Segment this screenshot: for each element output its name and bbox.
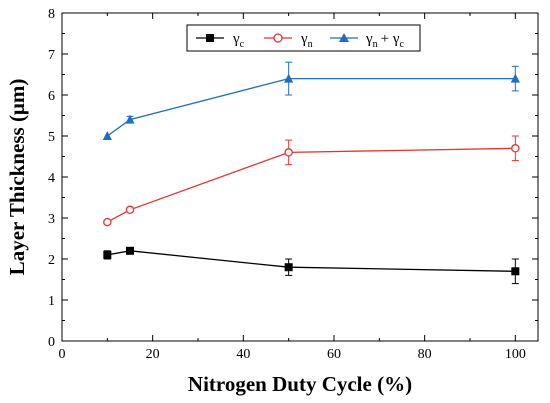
x-tick-label: 60 <box>327 347 341 362</box>
y-tick-label: 8 <box>48 7 55 22</box>
legend-entry-gamma-n: γn <box>264 31 313 50</box>
data-point <box>125 114 135 124</box>
data-point <box>284 263 293 272</box>
y-tick-label: 2 <box>48 253 55 268</box>
x-tick-label: 80 <box>418 347 432 362</box>
x-tick-label: 100 <box>505 347 526 362</box>
legend-label-gamma-n-sub: n <box>308 39 313 50</box>
legend-label-gamma-n-main: γ <box>300 31 308 47</box>
legend-label-gamma-sum-main2: + γ <box>381 31 400 47</box>
data-point <box>103 250 112 259</box>
tick-labels: 0 20 40 60 80 100 0 1 2 3 4 5 6 7 8 <box>48 7 526 362</box>
y-tick-label: 5 <box>48 130 55 145</box>
data-point <box>511 267 520 276</box>
legend-label-gamma-sum-sub: n <box>373 39 378 50</box>
legend-label-gamma-c: γc <box>232 31 245 50</box>
y-tick-label: 3 <box>48 212 55 227</box>
legend-label-gamma-sum: γn + γc <box>365 31 404 50</box>
y-tick-label: 7 <box>48 48 55 63</box>
legend: γc γn γn + γc <box>186 24 421 52</box>
data-point <box>510 73 520 83</box>
y-axis-title: Layer Thickness (μm) <box>5 79 29 276</box>
data-point <box>102 131 112 140</box>
x-tick-label: 40 <box>236 347 250 362</box>
series-line-2 <box>106 77 516 137</box>
data-point <box>126 246 134 255</box>
series-0 <box>103 246 520 285</box>
x-axis-title: Nitrogen Duty Cycle (%) <box>188 372 412 396</box>
series-2 <box>102 61 520 140</box>
data-point <box>125 205 135 215</box>
x-tick-label: 0 <box>59 347 66 362</box>
legend-marker-gamma-n <box>273 33 283 43</box>
legend-label-gamma-c-main: γ <box>232 31 240 47</box>
axis-ticks <box>61 12 538 342</box>
plot-frame <box>61 12 539 342</box>
legend-marker-gamma-sum <box>339 33 349 42</box>
legend-marker-gamma-c <box>206 34 214 42</box>
legend-entry-gamma-c: γc <box>196 31 245 50</box>
data-point <box>103 217 112 227</box>
legend-box <box>186 24 421 52</box>
legend-entry-gamma-sum: γn + γc <box>330 31 404 50</box>
series-line-0 <box>107 250 516 272</box>
y-tick-label: 4 <box>48 171 55 186</box>
y-tick-label: 0 <box>48 335 55 350</box>
legend-label-gamma-n: γn <box>300 31 313 50</box>
legend-label-gamma-sum-main: γ <box>365 31 373 47</box>
y-tick-label: 6 <box>48 89 55 104</box>
y-tick-label: 1 <box>48 294 55 309</box>
legend-label-gamma-c-sub: c <box>240 39 245 50</box>
series-line-1 <box>107 147 516 223</box>
legend-label-gamma-sum-sub2: c <box>399 39 404 50</box>
x-tick-label: 20 <box>146 347 160 362</box>
data-point <box>511 144 520 153</box>
series-1 <box>103 135 520 227</box>
data-point <box>284 148 293 157</box>
series-layer <box>102 61 520 285</box>
data-point <box>284 73 294 83</box>
